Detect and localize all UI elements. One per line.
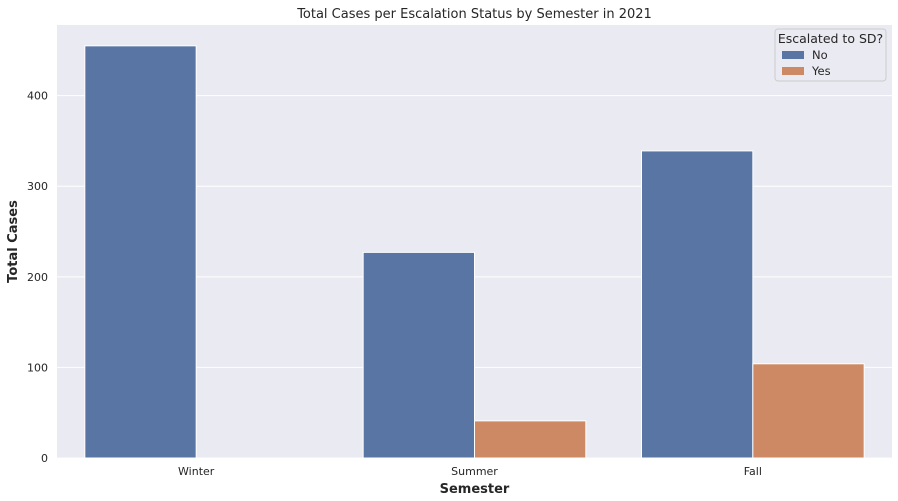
- y-tick-label: 400: [27, 90, 48, 103]
- bar-yes-summer: [474, 420, 587, 459]
- y-tick-label: 0: [41, 452, 48, 465]
- legend-label-no: No: [812, 48, 828, 62]
- chart-title: Total Cases per Escalation Status by Sem…: [296, 7, 652, 22]
- y-tick-label: 200: [27, 271, 48, 284]
- x-axis-ticks: Winter Summer Fall: [178, 465, 762, 478]
- y-axis-ticks: 0 100 200 300 400: [27, 90, 48, 465]
- legend-items: No Yes: [782, 48, 831, 78]
- x-tick-label: Summer: [451, 465, 498, 478]
- y-axis-title: Total Cases: [6, 200, 21, 283]
- bar-no-winter: [84, 45, 197, 459]
- bar-no-fall: [641, 150, 754, 459]
- legend-title: Escalated to SD?: [778, 31, 883, 46]
- legend-label-yes: Yes: [811, 64, 831, 78]
- x-axis-title: Semester: [440, 482, 510, 497]
- legend-swatch-no: [782, 51, 804, 59]
- x-tick-label: Fall: [744, 465, 762, 478]
- bar-no-summer: [362, 251, 475, 459]
- y-tick-label: 300: [27, 180, 48, 193]
- y-tick-label: 100: [27, 361, 48, 374]
- x-tick-label: Winter: [178, 465, 215, 478]
- bar-yes-fall: [752, 363, 865, 459]
- legend-swatch-yes: [782, 67, 804, 75]
- bars: [84, 45, 865, 459]
- legend: Escalated to SD? No Yes: [774, 28, 887, 82]
